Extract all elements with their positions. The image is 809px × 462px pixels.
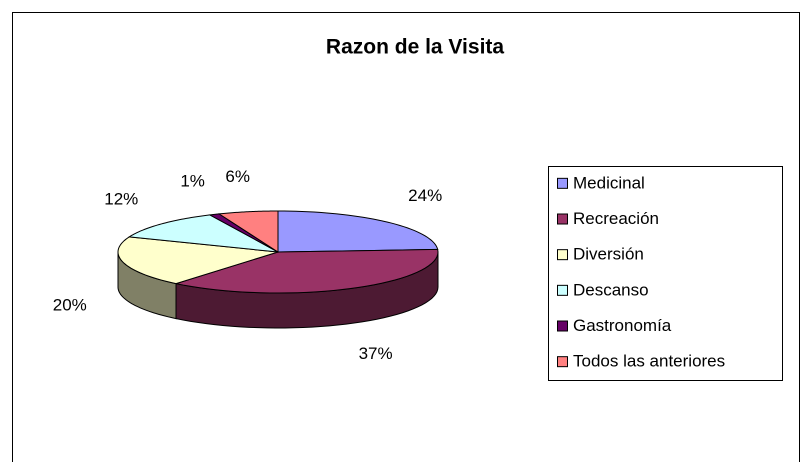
legend-label: Recreación	[573, 209, 659, 228]
pie-slice	[277, 210, 439, 253]
legend-swatch	[557, 356, 568, 368]
value-labels: 24% 37% 20% 12% 1% 6%	[53, 167, 442, 363]
pie-tops	[117, 210, 439, 294]
pie-slice	[208, 213, 279, 253]
value-label: 12%	[104, 189, 138, 208]
pie-slice	[117, 236, 279, 285]
legend-label: Descanso	[573, 280, 649, 299]
pie-slice	[217, 210, 279, 253]
legend-swatch	[557, 177, 568, 189]
value-label: 24%	[408, 186, 442, 205]
legend-swatch	[557, 284, 568, 296]
legend-label: Gastronomía	[573, 316, 672, 335]
legend: Medicinal Recreación Diversión Descanso Gast…	[548, 166, 783, 381]
chart-title: Razon de la Visita	[326, 36, 504, 59]
legend-swatch	[557, 249, 568, 261]
value-label: 6%	[225, 167, 250, 186]
legend-label: Todos las anteriores	[573, 352, 725, 371]
pie-slice	[127, 214, 279, 253]
legend-label: Diversión	[573, 245, 644, 264]
legend-swatch	[557, 320, 568, 332]
legend-swatch	[557, 213, 568, 225]
value-label: 20%	[53, 295, 87, 314]
value-label: 1%	[180, 172, 205, 191]
legend-label: Medicinal	[573, 173, 645, 192]
value-label: 37%	[359, 344, 393, 363]
pie-slice	[175, 248, 439, 294]
legend-box	[548, 166, 783, 381]
